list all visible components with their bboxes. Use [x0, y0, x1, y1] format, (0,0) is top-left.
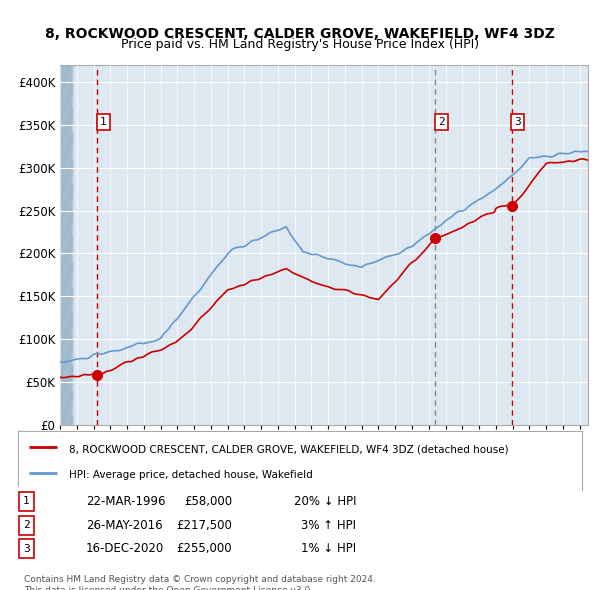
Text: Contains HM Land Registry data © Crown copyright and database right 2024.
This d: Contains HM Land Registry data © Crown c… [24, 575, 376, 590]
Text: 8, ROCKWOOD CRESCENT, CALDER GROVE, WAKEFIELD, WF4 3DZ (detached house): 8, ROCKWOOD CRESCENT, CALDER GROVE, WAKE… [69, 445, 508, 454]
Text: 3: 3 [514, 117, 521, 127]
Text: Price paid vs. HM Land Registry's House Price Index (HPI): Price paid vs. HM Land Registry's House … [121, 38, 479, 51]
Text: HPI: Average price, detached house, Wakefield: HPI: Average price, detached house, Wake… [69, 470, 313, 480]
Text: 8, ROCKWOOD CRESCENT, CALDER GROVE, WAKEFIELD, WF4 3DZ: 8, ROCKWOOD CRESCENT, CALDER GROVE, WAKE… [45, 27, 555, 41]
Text: 1: 1 [23, 497, 30, 506]
Text: 1% ↓ HPI: 1% ↓ HPI [301, 542, 356, 555]
Text: £255,000: £255,000 [176, 542, 232, 555]
Text: 3: 3 [23, 544, 30, 553]
Text: 20% ↓ HPI: 20% ↓ HPI [294, 495, 356, 508]
Bar [60, 65, 73, 425]
Text: 22-MAR-1996: 22-MAR-1996 [86, 495, 165, 508]
Text: 16-DEC-2020: 16-DEC-2020 [86, 542, 164, 555]
Text: 26-MAY-2016: 26-MAY-2016 [86, 519, 163, 532]
Text: £217,500: £217,500 [176, 519, 232, 532]
Text: 1: 1 [100, 117, 107, 127]
Text: 2: 2 [438, 117, 445, 127]
Text: 2: 2 [23, 520, 30, 530]
Text: 3% ↑ HPI: 3% ↑ HPI [301, 519, 356, 532]
Text: £58,000: £58,000 [184, 495, 232, 508]
